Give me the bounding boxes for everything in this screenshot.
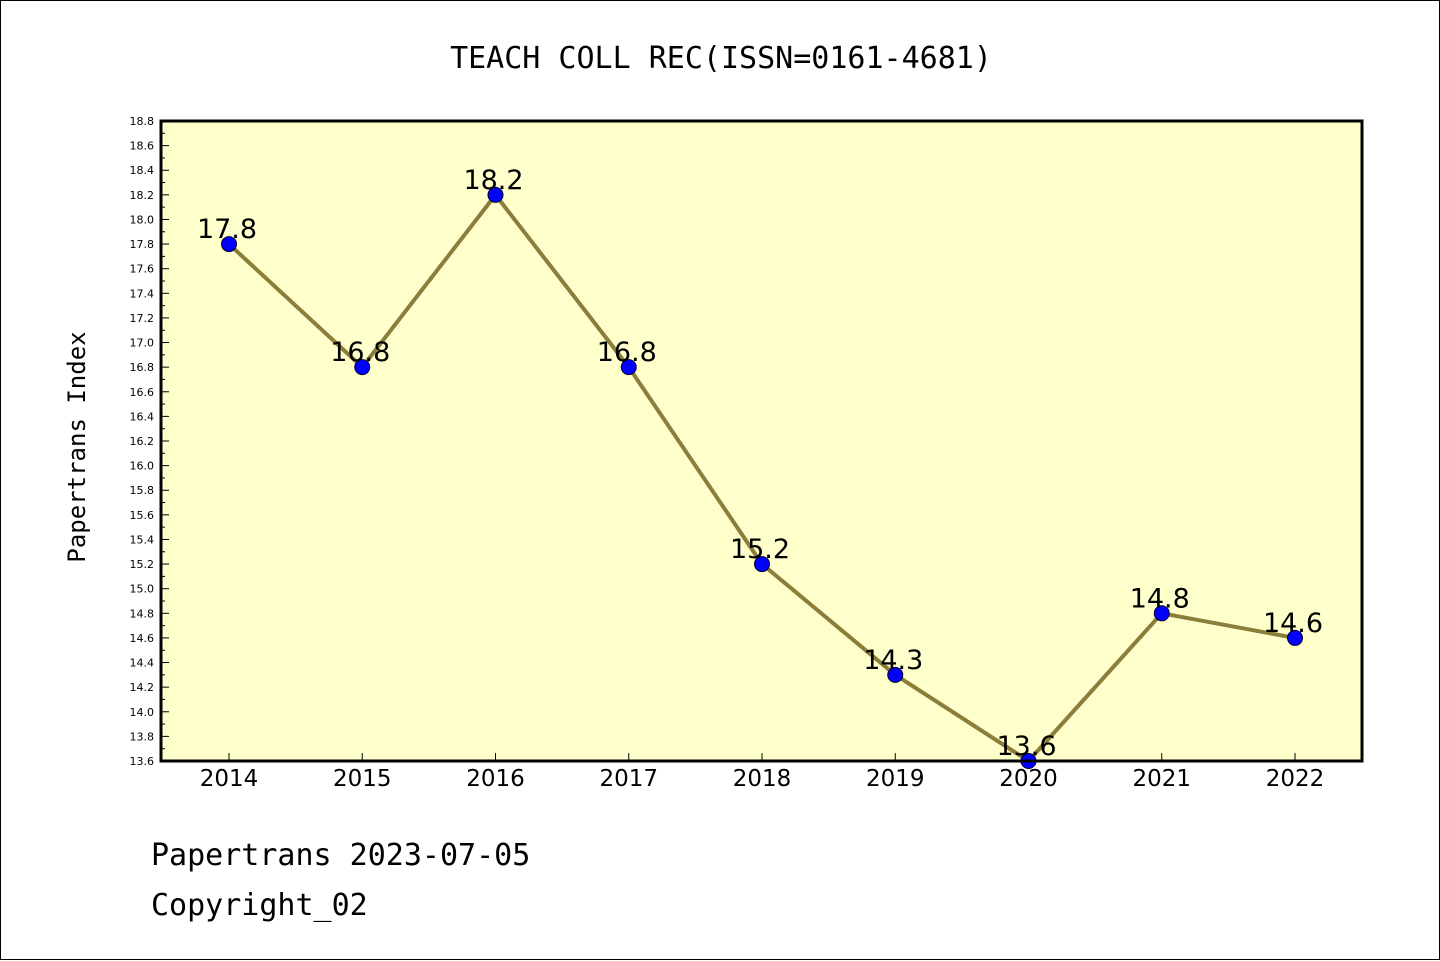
x-tick-label: 2017 xyxy=(599,766,658,792)
y-tick-label: 14.6 xyxy=(130,632,155,645)
y-tick-label: 18.8 xyxy=(130,115,155,128)
data-label: 16.8 xyxy=(597,337,657,368)
y-tick-label: 17.4 xyxy=(130,287,155,300)
x-tick-label: 2014 xyxy=(200,766,259,792)
y-tick-label: 16.8 xyxy=(130,361,155,374)
data-label: 17.8 xyxy=(197,214,257,245)
y-tick-label: 18.0 xyxy=(130,213,155,226)
x-tick-label: 2015 xyxy=(333,766,392,792)
y-tick-label: 13.6 xyxy=(130,755,155,768)
x-tick-label: 2022 xyxy=(1266,766,1325,792)
x-tick-label: 2018 xyxy=(733,766,792,792)
data-label: 13.6 xyxy=(996,731,1056,762)
x-tick-label: 2019 xyxy=(866,766,925,792)
data-point xyxy=(1153,605,1170,622)
y-tick-label: 16.4 xyxy=(130,410,155,423)
x-tick-label: 2016 xyxy=(466,766,525,792)
y-tick-label: 15.8 xyxy=(130,484,155,497)
data-label: 15.2 xyxy=(730,534,790,565)
y-tick-label: 17.2 xyxy=(130,312,155,325)
y-tick-label: 14.0 xyxy=(130,706,155,719)
data-label: 16.8 xyxy=(330,337,390,368)
y-axis-label: Papertrans Index xyxy=(63,331,91,562)
data-label: 18.2 xyxy=(463,165,523,196)
data-point xyxy=(354,359,371,376)
y-tick-label: 13.8 xyxy=(130,730,155,743)
plot-area xyxy=(161,121,1362,761)
y-axis: 13.6 13.8 14.0 14.2 14.4 14.6 14.8 15.0 15.2 15.4… xyxy=(130,115,169,768)
x-tick-label: 2021 xyxy=(1132,766,1191,792)
y-tick-label: 14.4 xyxy=(130,657,155,670)
y-tick-label: 17.8 xyxy=(130,238,155,251)
plot-border xyxy=(159,119,1364,763)
y-tick-label: 15.6 xyxy=(130,509,155,522)
data-label: 14.6 xyxy=(1263,608,1323,639)
y-tick-label: 17.0 xyxy=(130,337,155,350)
footer-date: Papertrans 2023-07-05 xyxy=(151,838,530,873)
data-point xyxy=(221,236,237,253)
y-tick-label: 17.6 xyxy=(130,263,155,276)
y-tick-label: 15.2 xyxy=(130,558,155,571)
data-point xyxy=(754,556,770,573)
data-point xyxy=(620,359,637,376)
y-tick-label: 18.4 xyxy=(130,164,155,177)
series-layer: 17.8 16.8 18.2 16.8 15.2 14.3 13.6 14.8 14.6 xyxy=(197,165,1323,769)
chart-title: TEACH COLL REC(ISSN=0161-4681) xyxy=(450,41,992,76)
y-tick-label: 14.2 xyxy=(130,681,155,694)
data-point xyxy=(887,666,904,683)
y-tick-label: 14.8 xyxy=(130,607,155,620)
y-tick-label: 16.6 xyxy=(130,386,155,399)
data-point xyxy=(487,186,504,203)
y-tick-label: 16.2 xyxy=(130,435,155,448)
footer-copyright: Copyright_02 xyxy=(151,888,368,923)
y-tick-label: 18.2 xyxy=(130,189,155,202)
x-axis: 2014 2015 2016 2017 2018 2019 2020 2021 2022 xyxy=(200,753,1325,792)
x-tick-label: 2020 xyxy=(999,766,1058,792)
y-tick-label: 16.0 xyxy=(130,460,155,473)
data-label: 14.3 xyxy=(863,645,923,676)
data-point xyxy=(1287,629,1303,646)
y-tick-label: 15.4 xyxy=(130,533,155,546)
data-label: 14.8 xyxy=(1130,583,1190,614)
y-tick-label: 15.0 xyxy=(130,583,155,596)
y-tick-label: 18.6 xyxy=(130,140,155,153)
